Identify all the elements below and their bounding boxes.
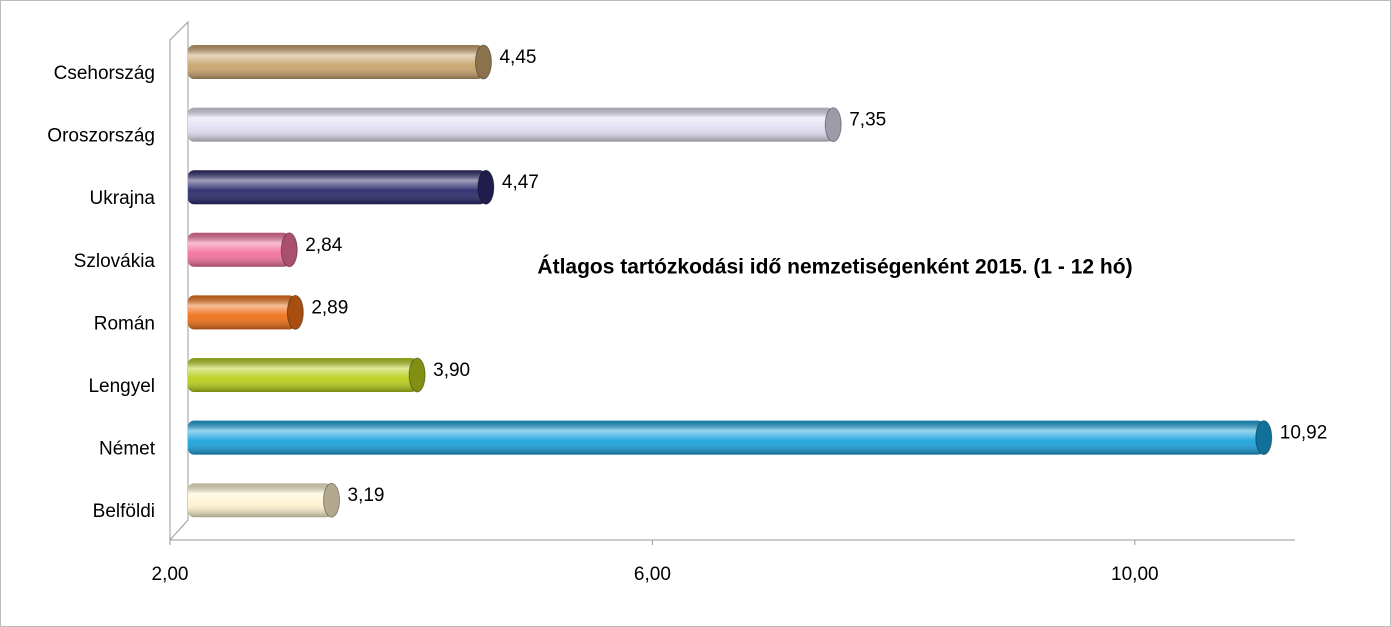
bar-cap-shade xyxy=(409,358,426,392)
bar-cap-shade xyxy=(323,483,340,518)
bar-shine xyxy=(188,170,486,205)
bar-cap xyxy=(824,107,842,143)
bar-cap xyxy=(286,294,304,330)
bar-cap-shade xyxy=(477,170,494,205)
y-tick-label: Ukrajna xyxy=(90,188,156,209)
data-label: 3,19 xyxy=(348,485,385,506)
bar-cap xyxy=(477,169,495,205)
data-label: 7,35 xyxy=(849,110,886,131)
bar-cap-shade xyxy=(825,107,842,142)
chart-title: Átlagos tartózkodási idő nemzetiségenkén… xyxy=(537,256,1132,279)
bar-cap-shade xyxy=(475,45,492,79)
y-tick-label: Oroszország xyxy=(47,126,155,147)
bar-shine xyxy=(188,107,834,142)
y-tick-label: Szlovákia xyxy=(74,251,156,272)
bar-cap xyxy=(408,357,426,393)
bar-cap-shade xyxy=(1255,420,1272,455)
data-label: 2,84 xyxy=(305,235,342,256)
data-label: 3,90 xyxy=(433,360,470,381)
bar-cap xyxy=(323,482,341,518)
x-tick-label: 6,00 xyxy=(634,564,671,585)
bar-shine xyxy=(188,483,332,518)
data-label: 2,89 xyxy=(311,297,348,318)
bar-shine xyxy=(188,45,484,79)
y-tick-label: Német xyxy=(99,439,156,460)
bar-cap xyxy=(1255,420,1273,456)
y-tick-label: Román xyxy=(94,313,155,334)
bar-cap xyxy=(474,44,492,80)
bar-cap-shade xyxy=(281,232,298,267)
side-wall xyxy=(169,20,189,542)
bar-shine xyxy=(188,232,290,267)
x-tick-label: 2,00 xyxy=(152,564,189,585)
bar-shine xyxy=(188,420,1264,455)
x-tick-label: 10,00 xyxy=(1111,564,1159,585)
y-tick-label: Csehország xyxy=(54,63,155,84)
data-label: 4,47 xyxy=(502,172,539,193)
bar-cap-shade xyxy=(287,295,304,330)
bar-shine xyxy=(188,295,296,330)
data-label: 10,92 xyxy=(1280,423,1328,444)
bar-shine xyxy=(188,358,418,392)
y-tick-label: Belföldi xyxy=(93,501,155,522)
bar-cap xyxy=(280,232,298,268)
y-tick-label: Lengyel xyxy=(88,376,155,397)
data-label: 4,45 xyxy=(499,47,536,68)
